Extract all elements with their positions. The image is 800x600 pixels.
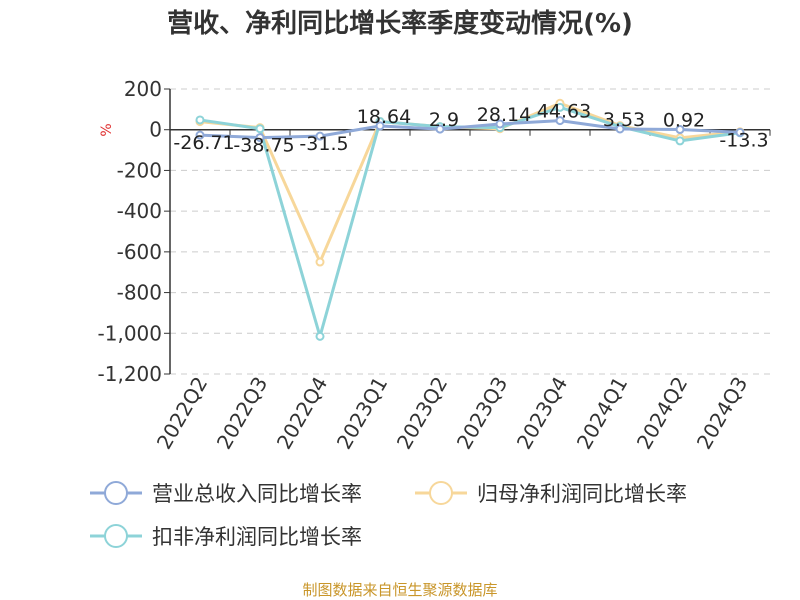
data-point — [615, 124, 625, 134]
data-label: 28.14 — [477, 104, 531, 126]
x-tick-label: 2023Q3 — [452, 373, 512, 454]
data-point — [315, 331, 325, 341]
data-point — [675, 136, 685, 146]
y-tick-label: -1,000 — [98, 321, 162, 345]
y-tick-label: -200 — [117, 158, 162, 182]
data-label: 0.92 — [663, 110, 705, 132]
data-label: -31.5 — [299, 133, 348, 155]
x-axis: 2022Q2 2022Q3 2022Q4 2023Q1 2023Q2 2023Q3 2023… — [152, 128, 771, 454]
data-label: -26.71 — [173, 132, 234, 154]
data-label: -13.3 — [719, 129, 768, 151]
data-label: -38.75 — [233, 135, 294, 157]
data-point — [735, 127, 745, 137]
x-tick-label: 2022Q3 — [212, 373, 272, 454]
y-tick-label: -400 — [117, 199, 162, 223]
data-label: 44.63 — [537, 101, 591, 123]
y-unit-label: % — [99, 123, 115, 136]
y-tick-label: -1,200 — [98, 362, 162, 386]
data-point — [555, 116, 565, 126]
data-point — [255, 133, 265, 143]
data-point — [195, 115, 205, 125]
x-tick-label: 2024Q3 — [692, 373, 752, 454]
x-tick-label: 2024Q2 — [632, 373, 692, 454]
x-tick-label: 2023Q2 — [392, 373, 452, 454]
data-point — [675, 125, 685, 135]
y-tick-label: -600 — [117, 240, 162, 264]
data-label: 3.53 — [603, 109, 645, 131]
legend-marker — [104, 524, 128, 548]
data-point — [555, 102, 565, 112]
legend-marker — [104, 481, 128, 505]
legend-marker — [429, 481, 453, 505]
x-tick-label: 2024Q1 — [572, 373, 632, 454]
series-group — [195, 98, 745, 341]
chart-title: 营收、净利同比增长率季度变动情况(%) — [167, 8, 633, 39]
y-tick-label: 200 — [124, 77, 162, 101]
gridlines — [170, 88, 770, 375]
data-point — [435, 124, 445, 134]
x-tick-label: 2022Q4 — [272, 373, 332, 454]
data-point — [255, 124, 265, 134]
data-label: 2.9 — [429, 109, 459, 131]
source-note: 制图数据来自恒生聚源数据库 — [302, 581, 497, 599]
legend-label: 扣非净利润同比增长率 — [152, 525, 362, 549]
data-labels: -26.71-38.75 -31.5 18.64 2.9 28.14 44.63 3.53 0… — [173, 101, 768, 157]
y-axis: 200 0 -200 -400 -600 -800 -1,000 -1,200 — [98, 77, 171, 386]
legend-label: 营业总收入同比增长率 — [152, 482, 362, 506]
data-point — [315, 131, 325, 141]
y-tick-label: 0 — [149, 118, 162, 142]
data-point — [375, 121, 385, 131]
data-point — [315, 257, 325, 267]
data-point — [195, 130, 205, 140]
y-tick-label: -800 — [117, 281, 162, 305]
data-point — [495, 119, 505, 129]
data-label: 18.64 — [357, 106, 411, 128]
x-tick-label: 2023Q4 — [512, 373, 572, 454]
series-line — [199, 119, 741, 140]
x-tick-label: 2023Q1 — [332, 373, 392, 454]
legend-label: 归母净利润同比增长率 — [477, 482, 687, 506]
